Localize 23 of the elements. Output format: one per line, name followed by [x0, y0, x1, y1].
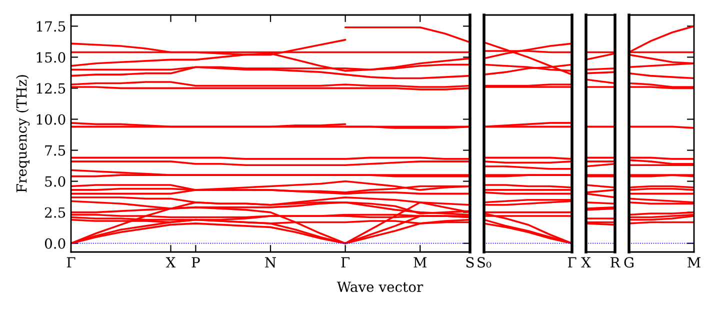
y-tick-label: 10.0 — [36, 114, 66, 125]
x-tick-label: G — [624, 257, 634, 268]
y-tick-label: 15.0 — [36, 52, 66, 63]
x-tick-label: Γ — [341, 257, 350, 268]
y-tick-label: 5.0 — [45, 176, 66, 187]
x-axis-title: Wave vector — [336, 282, 424, 292]
x-tick-label: M — [688, 257, 700, 268]
x-tick-label: X — [581, 257, 591, 268]
x-tick-label: X — [166, 257, 176, 268]
x-tick-label: S₀ — [478, 257, 492, 268]
y-tick-label: 2.5 — [44, 207, 66, 218]
y-tick-label: 7.5 — [45, 145, 66, 156]
y-axis-title: Frequency (THz) — [16, 75, 30, 192]
x-tick-label: M — [414, 257, 427, 268]
x-tick-label: P — [192, 257, 200, 268]
x-tick-label: R — [610, 257, 621, 268]
y-tick-label: 12.5 — [36, 83, 66, 94]
x-tick-label: S — [466, 257, 474, 268]
y-tick-label: 17.5 — [36, 21, 66, 32]
x-tick-label: Γ — [66, 257, 76, 268]
x-tick-label: N — [265, 257, 276, 268]
x-tick-label: Γ — [568, 257, 576, 268]
y-tick-label: 0.0 — [44, 238, 66, 249]
